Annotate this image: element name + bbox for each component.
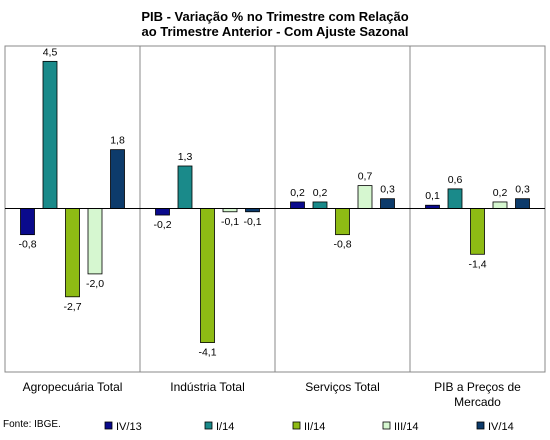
data-label: -0,8: [18, 239, 36, 251]
data-label: -0,2: [153, 219, 171, 231]
bar: [87, 208, 103, 275]
data-label: 1,3: [178, 151, 193, 163]
bar: [312, 201, 328, 209]
chart-title-line-1: PIB - Variação % no Trimestre com Relaçã…: [141, 9, 409, 24]
bar: [357, 185, 373, 209]
bar: [447, 188, 463, 209]
source-note: Fonte: IBGE.: [3, 419, 61, 430]
bar: [155, 208, 170, 216]
bar: [65, 208, 80, 298]
bar: [380, 198, 395, 209]
legend-swatch: [204, 421, 213, 430]
data-label: 0,2: [290, 187, 305, 199]
bar: [492, 201, 508, 209]
data-label: -2,0: [86, 278, 104, 290]
bar: [200, 208, 215, 343]
bar: [515, 198, 530, 209]
data-label: 0,6: [448, 174, 463, 186]
legend-label: II/14: [304, 421, 325, 433]
data-label: -0,1: [221, 216, 239, 228]
data-label: -0,1: [243, 216, 261, 228]
legend-swatch: [292, 421, 301, 430]
category-label: Agropecuária Total: [23, 380, 123, 394]
data-label: 0,1: [425, 190, 440, 202]
chart-title-line-2: ao Trimestre Anterior - Com Ajuste Sazon…: [141, 24, 409, 39]
data-label: 0,3: [515, 184, 530, 196]
data-label: 0,7: [358, 171, 373, 183]
category-label: PIB a Preços de: [434, 380, 521, 394]
bar: [470, 208, 485, 255]
category-label: Mercado: [454, 395, 501, 409]
bar: [110, 149, 125, 209]
legend-swatch: [104, 421, 113, 430]
data-label: -2,7: [63, 301, 81, 313]
data-label: 4,5: [43, 46, 58, 58]
bar: [42, 60, 58, 209]
data-label: -1,4: [468, 258, 486, 270]
data-label: 0,3: [380, 184, 395, 196]
category-label: Indústria Total: [170, 380, 245, 394]
legend-label: IV/14: [488, 421, 514, 433]
data-label: 0,2: [493, 187, 508, 199]
bar: [177, 165, 193, 209]
data-label: -0,8: [333, 239, 351, 251]
category-label: Serviços Total: [305, 380, 379, 394]
bar: [335, 208, 350, 236]
data-label: -4,1: [198, 347, 216, 359]
legend-swatch: [476, 421, 485, 430]
data-label: 1,8: [110, 135, 125, 147]
legend-label: III/14: [394, 421, 418, 433]
bar: [290, 201, 305, 209]
legend-swatch: [382, 421, 391, 430]
bar: [20, 208, 35, 236]
data-label: 0,2: [313, 187, 328, 199]
legend-label: I/14: [216, 421, 234, 433]
legend-label: IV/13: [116, 421, 142, 433]
